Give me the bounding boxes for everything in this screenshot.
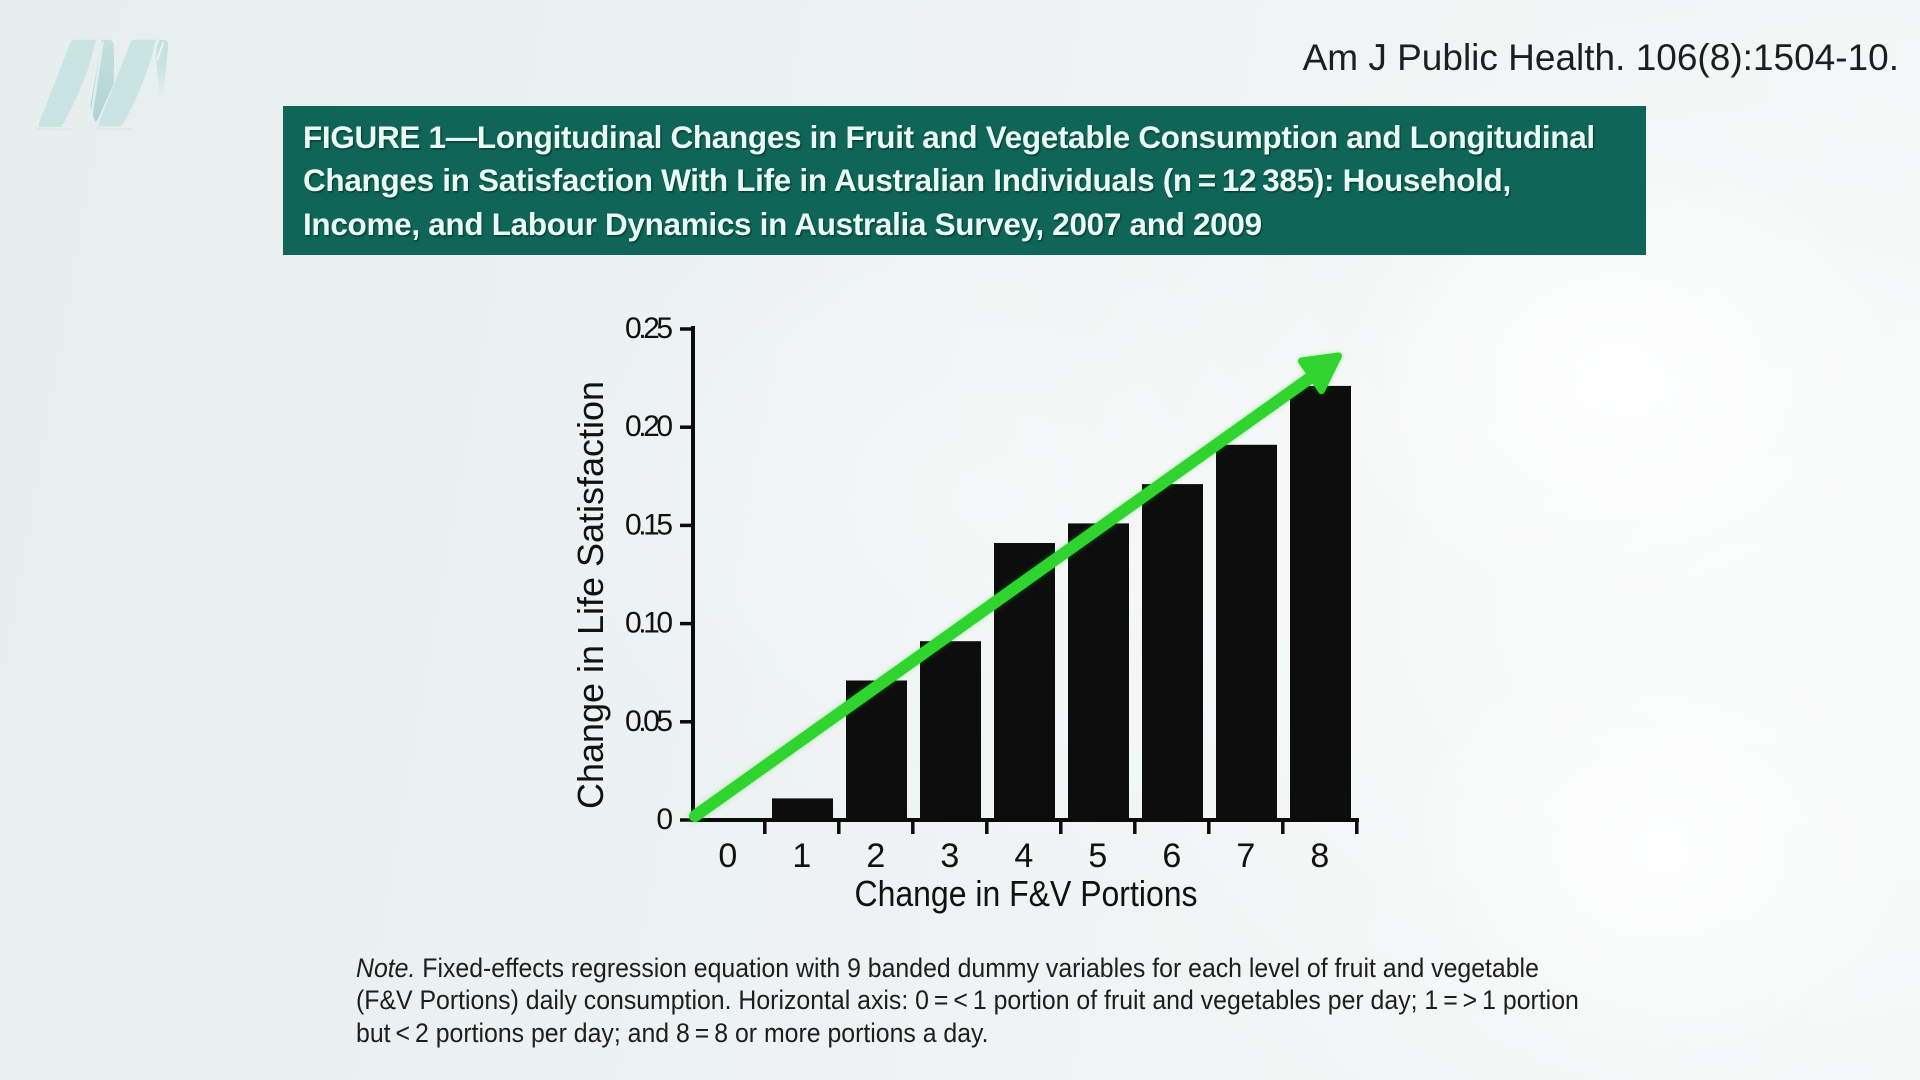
svg-text:0: 0 [718,837,737,875]
svg-text:0.20: 0.20 [625,410,673,443]
svg-text:3: 3 [940,837,959,875]
svg-text:6: 6 [1162,837,1181,875]
svg-text:2: 2 [866,837,885,875]
svg-text:0: 0 [656,803,673,836]
svg-text:Change in Life Satisfaction: Change in Life Satisfaction [570,381,611,809]
svg-text:1: 1 [792,837,811,875]
svg-text:8: 8 [1310,837,1329,875]
svg-text:4: 4 [1014,837,1033,875]
svg-text:5: 5 [1088,837,1107,875]
svg-text:0.25: 0.25 [625,312,673,345]
svg-text:0.15: 0.15 [625,508,673,541]
svg-text:Change in F&V Portions: Change in F&V Portions [855,873,1198,914]
svg-text:7: 7 [1236,837,1255,875]
svg-text:0.05: 0.05 [625,705,673,738]
svg-text:0.10: 0.10 [625,607,673,640]
